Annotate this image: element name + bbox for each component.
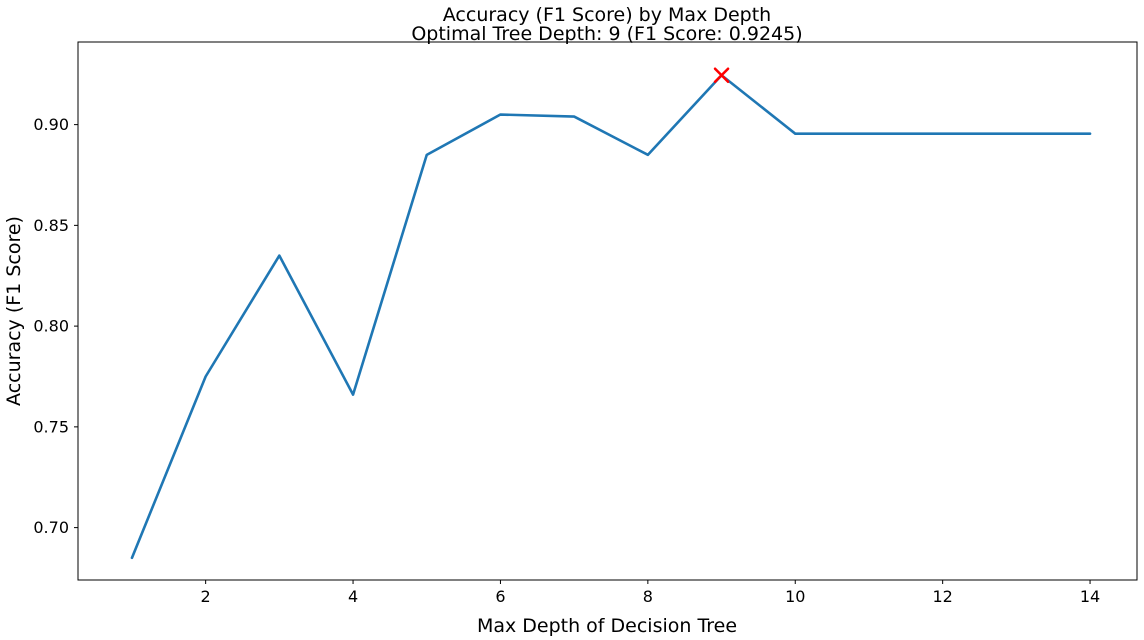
x-tick-label: 8 xyxy=(643,587,653,606)
plot-border xyxy=(77,41,1138,581)
chart-subtitle: Optimal Tree Depth: 9 (F1 Score: 0.9245) xyxy=(411,23,802,45)
x-tick-label: 12 xyxy=(932,587,952,606)
x-tick-label: 2 xyxy=(201,587,211,606)
x-tick-label: 6 xyxy=(495,587,505,606)
y-axis-label: Accuracy (F1 Score) xyxy=(3,216,25,406)
x-tick-label: 14 xyxy=(1080,587,1100,606)
x-tick-label: 4 xyxy=(348,587,358,606)
y-tick-label: 0.85 xyxy=(33,216,69,235)
y-tick-label: 0.70 xyxy=(33,518,69,537)
y-tick-label: 0.80 xyxy=(33,317,69,336)
x-tick-label: 10 xyxy=(785,587,805,606)
y-tick-label: 0.90 xyxy=(33,115,69,134)
optimal-x-marker-icon xyxy=(713,67,730,84)
y-tick-label: 0.75 xyxy=(33,417,69,436)
axis-ticks: 2 4 6 8 10 12 14 0.70 0.75 0.80 0.85 0.90 xyxy=(33,115,1100,606)
data-series xyxy=(130,67,1092,560)
chart-title: Accuracy (F1 Score) by Max Depth xyxy=(443,4,771,26)
f1-score-line xyxy=(130,73,1092,560)
x-axis-label: Max Depth of Decision Tree xyxy=(477,615,737,637)
